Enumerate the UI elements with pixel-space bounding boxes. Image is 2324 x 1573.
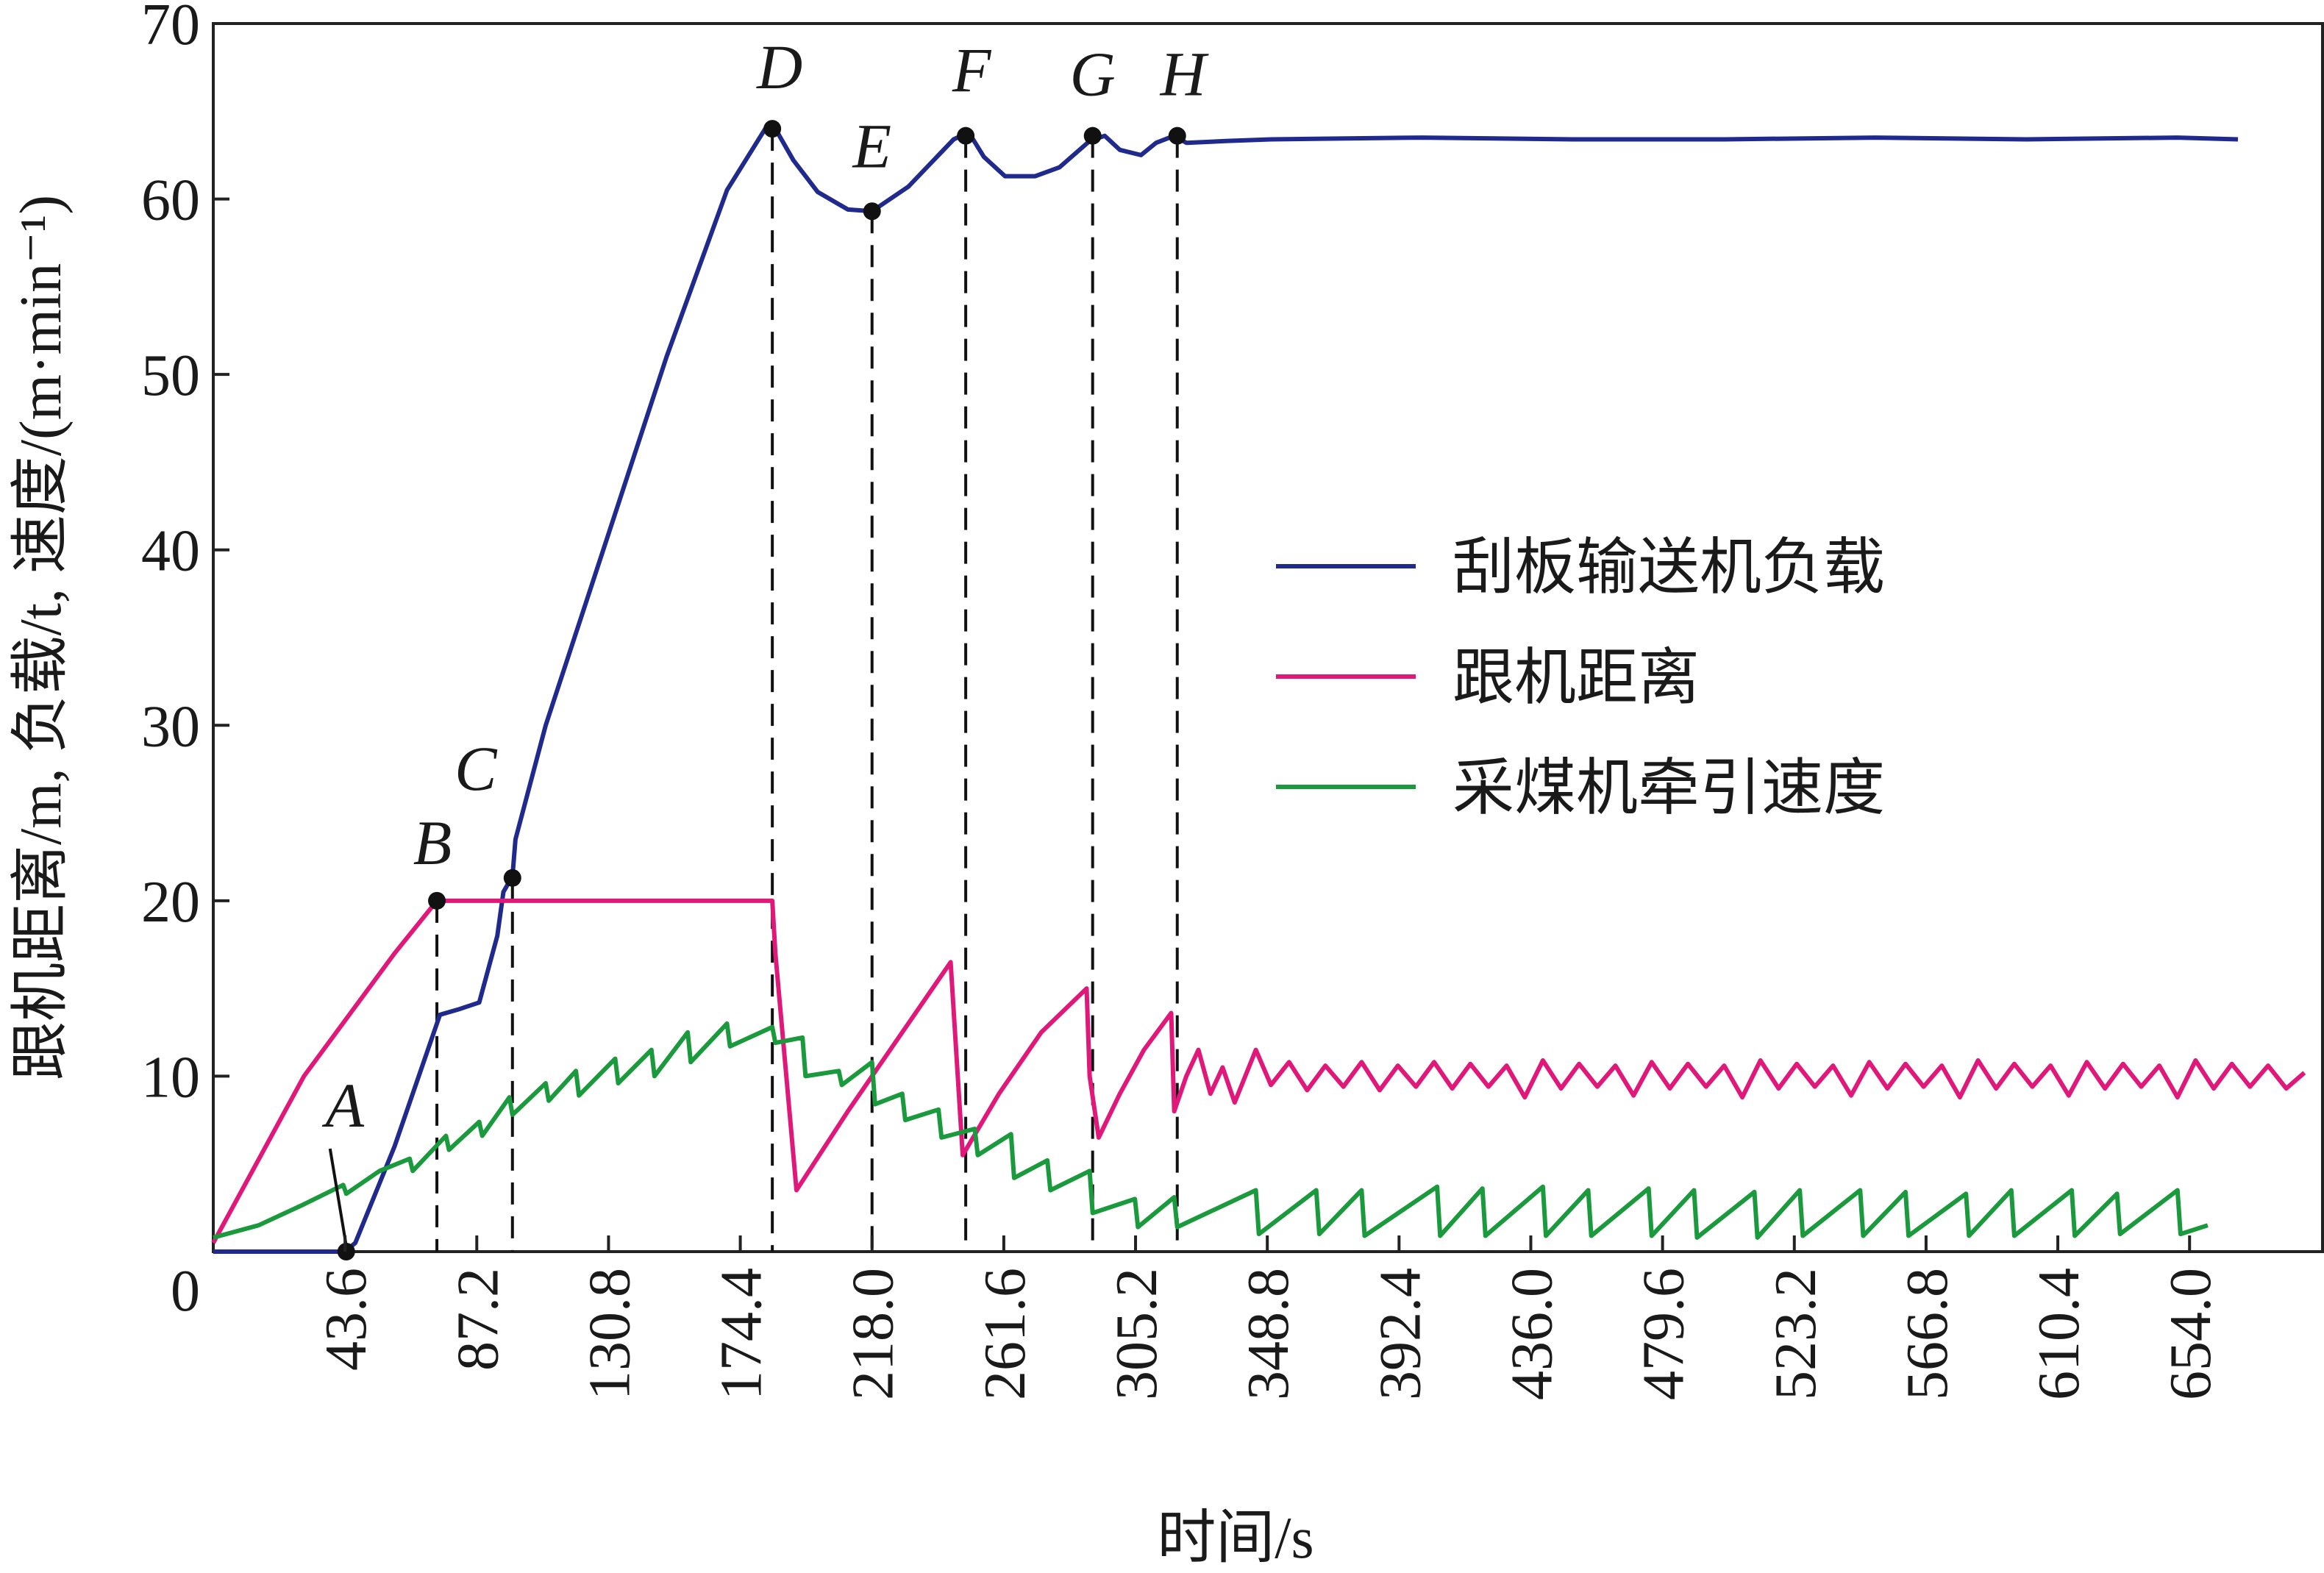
x-tick-label: 566.8 xyxy=(1895,1268,1960,1400)
x-tick-label: 610.4 xyxy=(2027,1268,2092,1400)
plot-frame xyxy=(212,22,2324,1253)
point-label: H xyxy=(1160,39,1209,110)
point-marker xyxy=(957,126,975,145)
x-tick-label: 43.6 xyxy=(314,1268,379,1371)
point-marker xyxy=(763,120,782,138)
point-label: D xyxy=(756,32,802,102)
point-label: C xyxy=(455,733,498,804)
y-tick-label: 0 xyxy=(171,1259,200,1324)
y-tick-label: 50 xyxy=(141,343,200,408)
point-label: E xyxy=(851,110,891,181)
x-tick-label: 392.4 xyxy=(1368,1268,1433,1400)
y-tick-label: 70 xyxy=(141,0,200,57)
series-line xyxy=(213,1021,2209,1240)
x-tick-label: 130.8 xyxy=(577,1268,642,1400)
x-tick-label: 479.6 xyxy=(1632,1268,1697,1400)
x-tick-label: 87.2 xyxy=(446,1268,510,1371)
y-tick-label: 20 xyxy=(141,870,200,935)
y-tick-label: 30 xyxy=(141,694,200,759)
x-tick-label: 436.0 xyxy=(1500,1268,1564,1400)
y-tick-label: 60 xyxy=(141,168,200,233)
point-marker xyxy=(428,891,446,910)
x-tick-label: 305.2 xyxy=(1105,1268,1169,1400)
ticks: 0 10 20 30 40 50 60 70 43.6 87.2 130.8 174.4 218.0 26… xyxy=(141,0,2223,1400)
x-tick-label: 348.8 xyxy=(1236,1268,1301,1400)
x-tick-label: 654.0 xyxy=(2159,1268,2223,1400)
point-marker xyxy=(1168,126,1186,145)
y-tick-label: 40 xyxy=(141,519,200,584)
x-axis-title: 时间/s xyxy=(1157,1506,1314,1571)
point-label: A xyxy=(322,1070,365,1141)
legend-label: 采煤机牵引速度 xyxy=(1452,755,1885,823)
series-line xyxy=(213,124,2239,1254)
series-group xyxy=(211,124,2306,1254)
legend-label: 跟机距离 xyxy=(1452,644,1700,713)
point-marker xyxy=(1083,126,1102,145)
x-tick-label: 523.2 xyxy=(1764,1268,1828,1400)
x-tick-label: 174.4 xyxy=(710,1268,774,1400)
point-label: F xyxy=(952,35,992,106)
y-tick-label: 10 xyxy=(141,1045,200,1110)
point-marker xyxy=(863,202,881,221)
y-axis-title: 跟机距离/m, 负载/t, 速度/(m·min⁻¹) xyxy=(9,195,74,1080)
legend-label: 刮板输送机负载 xyxy=(1452,534,1885,602)
guide-lines xyxy=(435,129,1179,1252)
point-pointer xyxy=(328,1148,348,1246)
series-line xyxy=(211,898,2306,1244)
point-marker xyxy=(503,868,521,887)
x-tick-label: 261.6 xyxy=(973,1268,1038,1400)
point-label: G xyxy=(1070,39,1116,110)
x-tick-label: 218.0 xyxy=(841,1268,906,1400)
point-label: B xyxy=(413,807,452,878)
point-markers: A BC DEF G H xyxy=(322,32,1209,1260)
